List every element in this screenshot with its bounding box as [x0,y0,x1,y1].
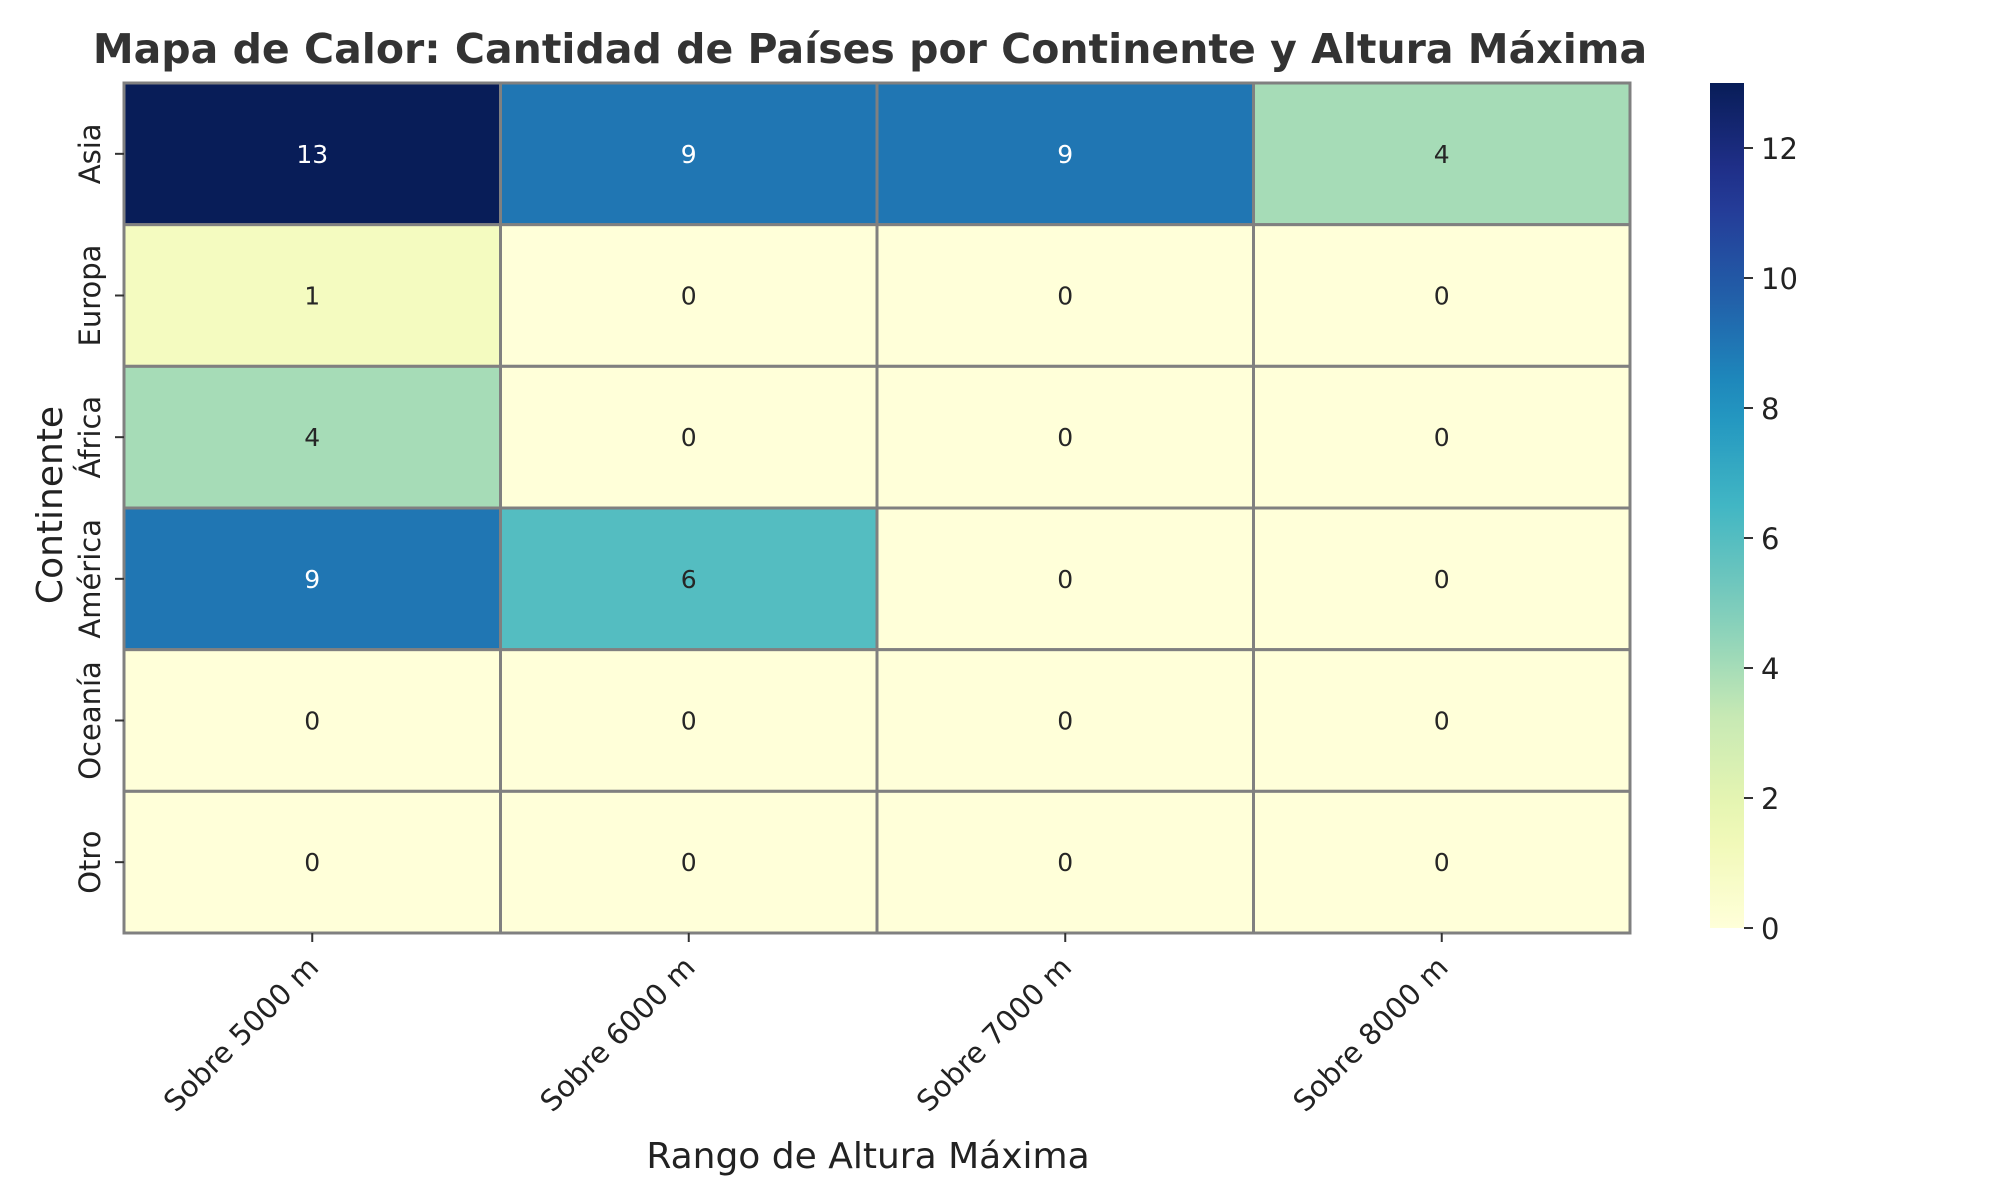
x-tick-label: Sobre 7000 m [910,950,1078,1118]
cell-value-label: 0 [1057,565,1073,594]
heatmap-cell [122,81,502,227]
colorbar-tick-label: 8 [1761,392,1779,426]
cell-value-label: 4 [1434,140,1450,169]
heatmap-cell [875,648,1255,793]
x-tick-label: Sobre 6000 m [533,950,701,1118]
cell-value-label: 0 [681,848,697,877]
y-tick-label: Oceanía [73,661,107,780]
colorbar-tick-label: 6 [1761,522,1779,556]
cell-value-label: 0 [681,423,697,452]
cell-value-label: 0 [1434,707,1450,736]
x-axis-ticks: Sobre 5000 m Sobre 6000 m Sobre 7000 m Sobr… [157,933,1455,1118]
cell-value-label: 13 [296,140,328,169]
heatmap-cell [1252,506,1632,652]
colorbar-ticks: 0 2 4 6 8 10 12 [1744,132,1798,946]
cell-value-label: 0 [304,707,320,736]
heatmap-cell [875,81,1255,227]
cell-value-labels: 13 9 9 4 1 0 0 0 4 0 0 0 9 6 0 0 0 0 0 0 0 0 0 0 [296,140,1449,877]
cell-value-label: 1 [304,282,320,311]
heatmap-cell [1252,648,1632,793]
heatmap-cell [122,789,502,935]
colorbar-tick-label: 12 [1761,132,1798,166]
x-tick-label: Sobre 5000 m [157,950,325,1118]
cell-value-label: 0 [681,707,697,736]
y-tick-label: Europa [73,245,107,347]
colorbar-tick-label: 0 [1761,912,1779,946]
cell-value-label: 0 [304,848,320,877]
x-tick-label: Sobre 8000 m [1286,950,1454,1118]
y-tick-label: América [73,519,107,639]
heatmap-cell [875,789,1255,935]
heatmap-cell [499,789,879,935]
cell-value-label: 0 [1057,848,1073,877]
heatmap-cell [499,81,879,227]
heatmap-cell [499,506,879,652]
cell-value-label: 6 [681,565,697,594]
cell-value-label: 0 [1057,707,1073,736]
heatmap-cells [122,81,1632,935]
cell-value-label: 9 [1057,140,1073,169]
colorbar: 0 2 4 6 8 10 12 [1710,83,1798,946]
cell-value-label: 0 [681,282,697,311]
colorbar-tick-label: 10 [1761,262,1798,296]
cell-value-label: 0 [1434,282,1450,311]
y-axis-ticks: Asia Europa África América Oceanía Otro [73,123,124,894]
colorbar-tick-label: 2 [1761,782,1779,816]
heatmap-cell [1252,789,1632,935]
heatmap-cell [499,364,879,510]
cell-value-label: 0 [1434,423,1450,452]
cell-value-label: 0 [1434,565,1450,594]
cell-value-label: 9 [304,565,320,594]
y-axis-label: Continente [30,406,71,604]
cell-value-label: 0 [1057,282,1073,311]
colorbar-gradient [1710,83,1744,928]
chart-title: Mapa de Calor: Cantidad de Países por Co… [93,25,1647,73]
heatmap-cell [1252,364,1632,510]
heatmap-cell [1252,223,1632,368]
y-tick-label: África [73,396,107,479]
colorbar-tick-label: 4 [1761,652,1779,686]
cell-value-label: 0 [1057,423,1073,452]
y-tick-label: Asia [73,123,107,184]
cell-value-label: 9 [681,140,697,169]
x-axis-label: Rango de Altura Máxima [646,1136,1089,1177]
heatmap-cell [1252,81,1632,227]
y-tick-label: Otro [73,831,107,894]
cell-value-label: 0 [1434,848,1450,877]
heatmap-cell [499,648,879,793]
cell-value-label: 4 [304,423,320,452]
heatmap-cell [499,223,879,368]
